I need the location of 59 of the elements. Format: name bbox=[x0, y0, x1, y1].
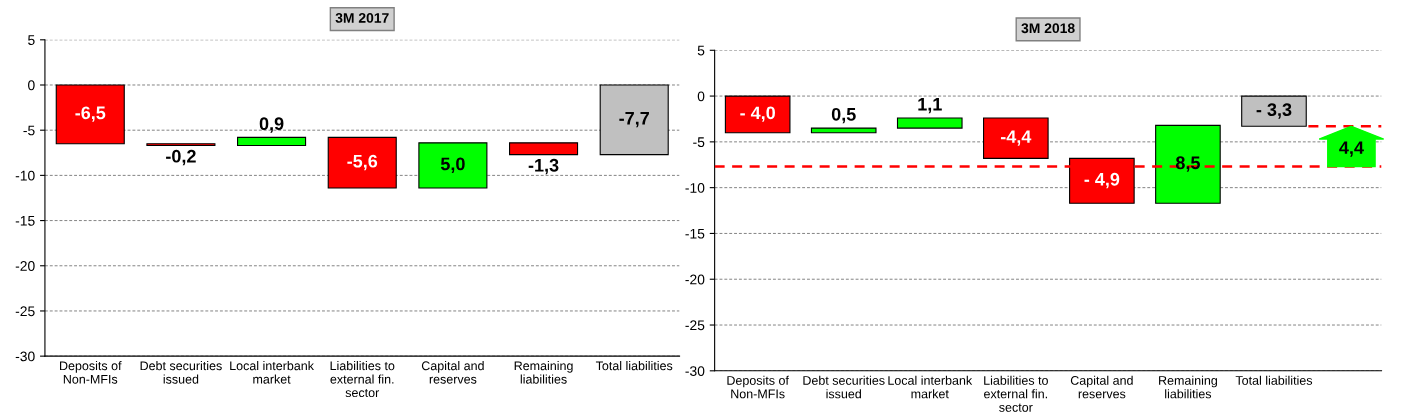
x-tick-label: Capital and reserves bbox=[421, 361, 484, 384]
x-tick-label: Remaining liabilities bbox=[1159, 375, 1217, 399]
bar bbox=[418, 142, 488, 189]
y-tick-label: 5 bbox=[697, 45, 705, 56]
bar bbox=[982, 117, 1049, 159]
bar bbox=[1241, 95, 1307, 127]
x-tick-label: Local interbank market bbox=[230, 361, 314, 384]
y-tick-label: -30 bbox=[15, 351, 35, 362]
bar bbox=[327, 136, 397, 189]
x-tick-label: Deposits of Non-MFIs bbox=[727, 375, 789, 399]
x-tick-label: Total liabilities bbox=[595, 361, 673, 371]
data-label: 8,5 bbox=[1175, 156, 1200, 172]
data-label: -0,2 bbox=[166, 149, 196, 166]
data-label: 0,9 bbox=[259, 117, 284, 133]
y-tick-label: -10 bbox=[15, 170, 35, 181]
y-tick-label: -5 bbox=[23, 125, 35, 136]
data-label: - 4,9 bbox=[1084, 172, 1120, 189]
x-tick-label: Total liabilities bbox=[1235, 375, 1313, 385]
bar bbox=[508, 142, 579, 156]
y-tick-label: -25 bbox=[15, 306, 35, 317]
y-tick-label: -10 bbox=[685, 182, 705, 193]
bar bbox=[1155, 124, 1221, 204]
data-label: 1,1 bbox=[918, 98, 942, 114]
y-tick-label: -20 bbox=[15, 261, 35, 271]
annotation: 4,4 bbox=[1339, 141, 1364, 157]
data-label: -5,6 bbox=[347, 154, 378, 171]
x-tick-label: Liabilities to external fin. sector bbox=[984, 375, 1048, 412]
x-tick-label: Liabilities to external fin. sector bbox=[330, 361, 395, 398]
y-tick-label: 5 bbox=[28, 35, 35, 45]
bar bbox=[55, 84, 125, 145]
y-tick-label: -15 bbox=[15, 216, 35, 226]
chart-title: 3M 2018 bbox=[1021, 23, 1075, 34]
x-tick-label: Capital and reserves bbox=[1070, 375, 1133, 399]
bar bbox=[810, 127, 877, 134]
bar bbox=[237, 136, 307, 147]
data-label: -1,3 bbox=[528, 158, 559, 175]
x-tick-label: Remaining liabilities bbox=[514, 361, 573, 384]
data-label: 5,0 bbox=[440, 157, 465, 173]
bar bbox=[896, 117, 963, 129]
data-label: - 3,3 bbox=[1256, 103, 1292, 119]
y-tick-label: -30 bbox=[685, 366, 705, 376]
x-tick-label: Deposits of Non-MFIs bbox=[60, 361, 122, 384]
chart-title: 3M 2017 bbox=[335, 12, 389, 23]
data-label: -4,4 bbox=[1000, 130, 1032, 146]
bar bbox=[724, 95, 791, 134]
data-label: 0,5 bbox=[831, 107, 856, 124]
y-tick-label: -5 bbox=[693, 137, 705, 148]
bar bbox=[599, 84, 669, 156]
x-tick-label: Local interbank market bbox=[888, 375, 973, 399]
data-label: -7,7 bbox=[619, 112, 649, 128]
data-label: -6,5 bbox=[75, 106, 106, 122]
x-tick-label: Debt securities issued bbox=[140, 361, 222, 384]
y-tick-label: 0 bbox=[28, 80, 35, 91]
y-tick-label: 0 bbox=[697, 91, 705, 102]
x-tick-label: Debt securities issued bbox=[803, 375, 885, 399]
y-tick-label: -25 bbox=[685, 320, 705, 331]
y-tick-label: -15 bbox=[685, 228, 705, 239]
data-label: - 4,0 bbox=[740, 106, 775, 122]
y-tick-label: -20 bbox=[685, 274, 705, 285]
